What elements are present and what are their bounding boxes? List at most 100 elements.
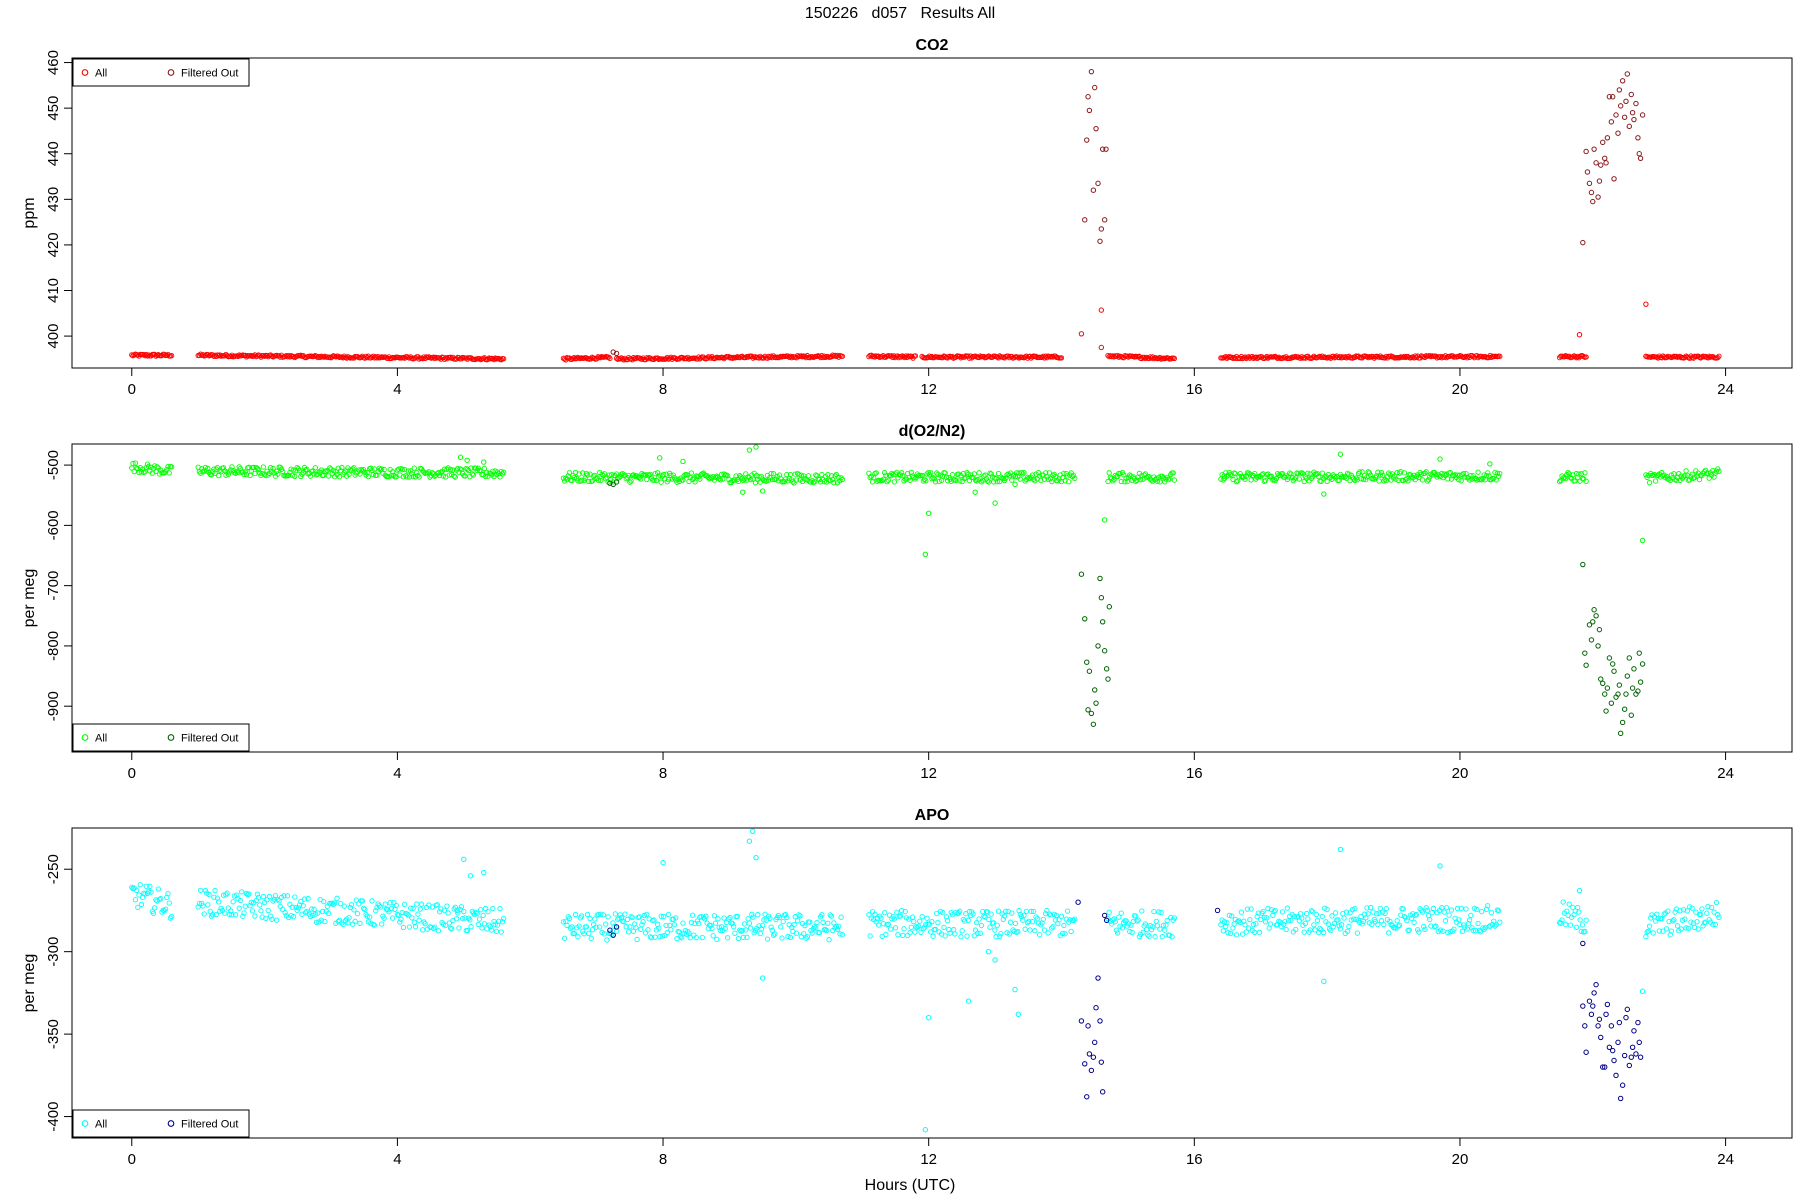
data-point <box>1160 922 1167 928</box>
data-point <box>995 908 1002 914</box>
data-point <box>1314 470 1321 477</box>
data-point <box>598 477 604 484</box>
data-point <box>642 472 649 478</box>
data-point <box>922 551 929 558</box>
data-point <box>941 924 947 931</box>
data-point <box>1471 905 1478 912</box>
data-point <box>1169 934 1175 940</box>
data-point <box>1595 643 1601 649</box>
data-point <box>290 914 297 920</box>
data-point <box>801 931 807 937</box>
data-point <box>1577 353 1583 360</box>
data-point <box>564 922 570 929</box>
data-point <box>1012 986 1018 993</box>
data-point <box>1026 918 1032 925</box>
data-point <box>1098 594 1105 601</box>
data-point <box>414 469 420 476</box>
data-point <box>744 934 750 940</box>
data-point <box>1700 923 1706 929</box>
data-point <box>595 477 602 483</box>
data-point <box>231 893 238 899</box>
data-point <box>1652 478 1659 484</box>
data-point <box>588 935 594 941</box>
data-point <box>784 471 790 478</box>
data-point <box>630 472 637 478</box>
data-point <box>266 893 273 900</box>
data-point <box>1559 917 1565 923</box>
legend-marker <box>81 1120 89 1127</box>
data-point <box>1396 922 1403 928</box>
data-point <box>825 472 831 478</box>
data-point <box>1357 469 1363 475</box>
data-point <box>664 929 670 936</box>
data-point <box>1448 476 1455 482</box>
data-point <box>1690 475 1697 481</box>
data-point <box>705 474 711 481</box>
data-point <box>1085 94 1091 100</box>
data-point <box>1028 908 1034 914</box>
data-point <box>492 468 498 474</box>
data-point <box>970 911 976 917</box>
data-point <box>358 466 364 473</box>
data-point <box>1283 473 1289 479</box>
data-point <box>224 890 230 896</box>
data-point <box>1639 537 1646 544</box>
data-point <box>1093 700 1099 706</box>
data-point <box>598 911 604 917</box>
data-point <box>1049 925 1055 931</box>
data-point <box>277 903 283 910</box>
data-point <box>712 920 719 926</box>
data-point <box>1617 730 1624 737</box>
data-point <box>1591 607 1597 613</box>
data-point <box>386 909 392 915</box>
data-point <box>873 470 879 476</box>
data-point <box>1558 920 1564 926</box>
data-point <box>819 912 825 918</box>
data-point <box>1237 919 1243 925</box>
data-point <box>1101 217 1108 223</box>
y-tick-label: 410 <box>45 278 62 303</box>
data-point <box>636 914 643 920</box>
data-point <box>1595 194 1601 200</box>
data-point <box>456 925 462 931</box>
data-point <box>281 893 287 899</box>
data-point <box>379 921 385 927</box>
data-point <box>928 929 934 935</box>
data-point <box>248 899 254 906</box>
data-point <box>1556 478 1563 485</box>
data-point <box>1062 931 1068 937</box>
data-point <box>1000 916 1006 923</box>
data-point <box>986 916 992 923</box>
o2n2-panel: d(O2/N2)0 4 8 12 16 20 24-500-600-700-800-900p… <box>21 423 1793 782</box>
data-point <box>1229 913 1235 919</box>
series-0 <box>129 301 1722 363</box>
data-point <box>1118 910 1124 916</box>
data-point <box>1326 354 1333 360</box>
data-point <box>1593 160 1599 166</box>
data-point <box>1103 666 1110 672</box>
data-point <box>1066 479 1072 485</box>
data-point <box>749 828 756 834</box>
data-point <box>389 469 396 475</box>
data-point <box>1090 721 1097 727</box>
data-point <box>937 472 944 478</box>
data-point <box>138 901 145 908</box>
data-point <box>1040 916 1046 923</box>
data-point <box>357 920 363 926</box>
data-point <box>1636 650 1642 656</box>
data-point <box>1492 923 1498 929</box>
data-point <box>1097 575 1103 582</box>
y-tick-label: -500 <box>45 450 62 480</box>
data-point <box>1696 476 1703 483</box>
data-point <box>1604 1001 1611 1008</box>
data-point <box>1058 355 1065 361</box>
data-point <box>1383 353 1389 359</box>
data-point <box>692 479 698 485</box>
data-point <box>440 473 446 479</box>
data-point <box>422 921 428 927</box>
data-point <box>721 915 727 921</box>
x-tick-label: 8 <box>659 381 667 398</box>
data-point <box>288 466 294 472</box>
legend-entry: Filtered Out <box>181 68 238 80</box>
y-tick-label: -700 <box>45 571 62 601</box>
